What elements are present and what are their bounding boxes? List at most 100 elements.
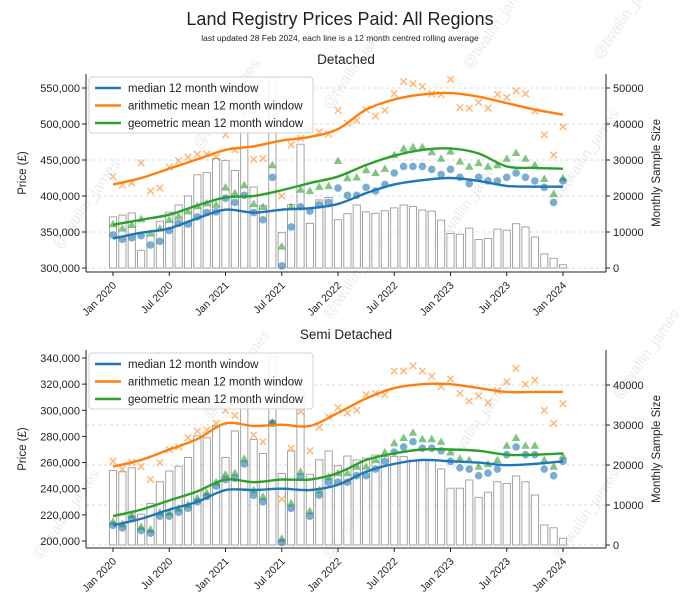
arithmetic-mean-point bbox=[259, 154, 267, 163]
median-rolling-line bbox=[112, 176, 564, 240]
y-tick-label: 300,000 bbox=[40, 263, 80, 275]
geometric-mean-point bbox=[493, 160, 502, 169]
sample-size-bar bbox=[558, 537, 568, 546]
arithmetic-mean-point bbox=[156, 184, 164, 192]
arithmetic-mean-point bbox=[212, 153, 220, 161]
median-point bbox=[493, 465, 502, 473]
median-point bbox=[184, 504, 192, 513]
geometric-mean-point bbox=[408, 428, 418, 436]
geometric-mean-point bbox=[239, 454, 249, 462]
charts: Detached 300,000 350,000 400,000 450,000 500,… bbox=[17, 52, 663, 595]
y-tick-label: 200,000 bbox=[40, 536, 80, 548]
arithmetic-mean-point bbox=[559, 399, 567, 408]
median-point bbox=[465, 465, 474, 473]
geometric-mean-point bbox=[352, 462, 362, 470]
geometric-mean-point bbox=[286, 498, 296, 507]
median-point bbox=[465, 179, 474, 188]
sample-size-bar bbox=[315, 199, 324, 269]
sample-size-bar bbox=[418, 209, 427, 269]
arithmetic-mean-point bbox=[446, 375, 455, 383]
median-point bbox=[531, 177, 539, 185]
geometric-mean-point bbox=[361, 165, 371, 174]
x-tick-label: Jul 2020 bbox=[139, 556, 176, 593]
arithmetic-mean-point bbox=[418, 82, 427, 91]
y2-tick-label: 20000 bbox=[613, 460, 644, 472]
legend-label: arithmetic mean 12 month window bbox=[128, 101, 303, 113]
median-point bbox=[146, 529, 155, 537]
geometric-mean-point bbox=[549, 189, 558, 198]
sample-size-bar bbox=[202, 172, 211, 269]
legend: median 12 month window arithmetic mean 12… bbox=[88, 76, 314, 134]
arithmetic-rolling-line bbox=[112, 382, 563, 468]
median-point bbox=[343, 191, 352, 200]
y2-tick-label: 20000 bbox=[613, 191, 644, 203]
arithmetic-mean-point bbox=[371, 112, 380, 120]
sample-size-bar bbox=[455, 233, 464, 269]
geometric-mean-point bbox=[474, 462, 483, 470]
sample-size-bar bbox=[465, 479, 474, 546]
arithmetic-mean-point bbox=[109, 172, 117, 181]
y-tick-label: 550,000 bbox=[40, 83, 80, 95]
sample-size-bar bbox=[193, 174, 202, 269]
sample-size-bar bbox=[474, 496, 483, 546]
sample-size-bar bbox=[399, 456, 408, 546]
sample-size-bar bbox=[371, 454, 380, 546]
geometric-mean-point bbox=[446, 147, 455, 155]
legend: median 12 month window arithmetic mean 12… bbox=[88, 352, 314, 410]
geometric-mean-point bbox=[474, 158, 483, 167]
median-point bbox=[540, 465, 549, 473]
sample-size-bar bbox=[324, 196, 333, 269]
geometric-mean-point bbox=[268, 160, 277, 169]
x-tick-label: Jan 2020 bbox=[80, 556, 119, 595]
median-rolling-line bbox=[112, 458, 564, 527]
y2-axis-label: Monthly Sample Size bbox=[651, 119, 663, 227]
geometric-mean-point bbox=[230, 188, 240, 197]
y-tick-label: 280,000 bbox=[40, 431, 80, 443]
arithmetic-mean-point bbox=[484, 398, 492, 407]
geometric-mean-point bbox=[399, 433, 408, 441]
median-point bbox=[249, 491, 258, 500]
median-point bbox=[521, 173, 530, 182]
geometric-mean-point bbox=[539, 174, 549, 182]
geometric-mean-point bbox=[558, 451, 568, 460]
x-tick-label: Jan 2023 bbox=[418, 556, 457, 595]
median-point bbox=[109, 231, 117, 239]
median-point bbox=[437, 170, 445, 179]
y-tick-label: 500,000 bbox=[40, 119, 80, 131]
geometric-mean-point bbox=[127, 220, 137, 229]
geometric-mean-point bbox=[521, 154, 530, 162]
sample-size-bar bbox=[512, 223, 521, 269]
arithmetic-mean-point bbox=[109, 457, 117, 466]
geometric-mean-point bbox=[446, 447, 455, 456]
median-point bbox=[277, 262, 286, 270]
median-point bbox=[427, 165, 436, 174]
sample-size-bar bbox=[362, 457, 371, 546]
y2-tick-label: 10000 bbox=[613, 500, 644, 512]
legend-box bbox=[88, 76, 314, 134]
geometric-mean-point bbox=[343, 468, 352, 477]
geometric-mean-point bbox=[464, 162, 474, 170]
sample-size-bar bbox=[362, 211, 371, 269]
sample-size-bar bbox=[230, 169, 239, 269]
sample-size-bar bbox=[558, 264, 568, 269]
sample-size-bar bbox=[474, 239, 483, 269]
median-point bbox=[456, 464, 464, 472]
geometric-mean-point bbox=[418, 434, 427, 443]
sample-size-bar bbox=[540, 524, 549, 546]
geometric-mean-point bbox=[436, 154, 446, 162]
sample-size-bar bbox=[390, 207, 399, 269]
geometric-mean-point bbox=[183, 206, 193, 215]
arithmetic-mean-point bbox=[531, 376, 539, 385]
geometric-mean-point bbox=[418, 142, 427, 151]
sample-size-bar bbox=[221, 456, 230, 546]
arithmetic-mean-point bbox=[249, 431, 258, 439]
sample-size-bar bbox=[446, 487, 455, 546]
arithmetic-mean-point bbox=[474, 392, 483, 400]
arithmetic-mean-point bbox=[559, 123, 567, 131]
geometric-mean-point bbox=[352, 172, 362, 181]
arithmetic-mean-point bbox=[512, 87, 520, 95]
geometric-mean-point bbox=[530, 160, 540, 169]
geometric-mean-point bbox=[296, 467, 305, 475]
sample-size-bar bbox=[502, 229, 511, 269]
sample-size-bar bbox=[390, 456, 399, 546]
